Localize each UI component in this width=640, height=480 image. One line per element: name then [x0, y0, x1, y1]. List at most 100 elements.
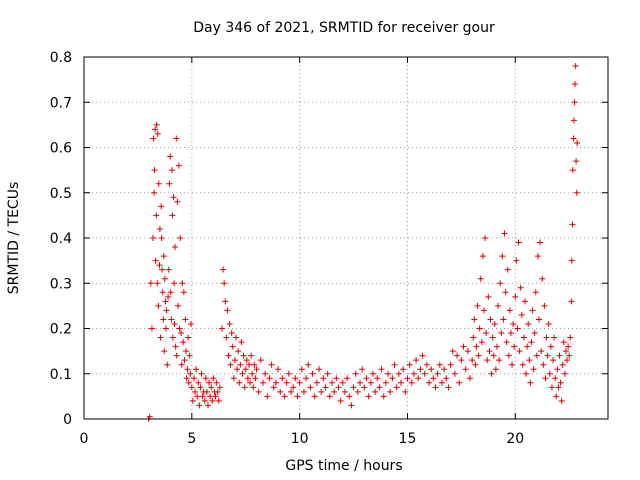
- data-point: [413, 357, 420, 364]
- data-point: [462, 366, 469, 373]
- data-point: [520, 334, 527, 341]
- data-point: [406, 361, 413, 368]
- data-point: [533, 352, 540, 359]
- data-point: [487, 316, 494, 323]
- data-point: [504, 266, 511, 273]
- data-point: [163, 307, 170, 314]
- data-point: [309, 370, 316, 377]
- data-point: [560, 339, 567, 346]
- data-point: [248, 352, 255, 359]
- data-point: [245, 361, 252, 368]
- data-point: [419, 352, 426, 359]
- data-point: [194, 393, 201, 400]
- x-tick-label: 20: [506, 431, 524, 447]
- data-point: [215, 397, 222, 404]
- data-point: [177, 235, 184, 241]
- data-point: [251, 361, 258, 368]
- data-point: [378, 366, 385, 373]
- data-point: [397, 379, 404, 386]
- data-point: [548, 384, 555, 391]
- data-point: [511, 343, 518, 350]
- data-point: [523, 370, 530, 377]
- data-point: [361, 384, 368, 391]
- data-point: [350, 384, 357, 391]
- data-point: [150, 135, 157, 142]
- data-point: [208, 384, 215, 391]
- data-point: [171, 280, 178, 287]
- data-point: [213, 379, 220, 386]
- data-point: [175, 302, 182, 309]
- x-axis-label: GPS time / hours: [285, 458, 402, 474]
- data-point: [474, 302, 481, 309]
- data-point: [227, 361, 234, 368]
- data-point: [476, 325, 483, 332]
- data-point: [180, 339, 187, 346]
- data-point: [207, 393, 214, 400]
- data-point: [372, 388, 379, 395]
- data-point: [564, 357, 571, 364]
- data-point: [328, 379, 335, 386]
- data-point: [572, 81, 579, 88]
- data-point: [233, 334, 240, 341]
- data-point: [490, 352, 497, 359]
- data-point: [382, 379, 389, 386]
- data-point: [434, 370, 441, 377]
- data-point: [410, 370, 417, 377]
- data-point: [466, 375, 473, 382]
- data-point: [436, 361, 443, 368]
- data-point: [337, 397, 344, 404]
- data-point: [547, 343, 554, 350]
- data-point: [174, 198, 181, 205]
- data-point: [557, 379, 564, 386]
- data-point: [201, 397, 208, 404]
- data-point: [544, 352, 551, 359]
- y-tick-label: 0.8: [50, 50, 72, 66]
- data-point: [320, 375, 327, 382]
- data-point: [492, 366, 499, 373]
- data-point: [339, 379, 346, 386]
- data-point: [541, 302, 548, 309]
- data-point: [387, 388, 394, 395]
- data-point: [526, 357, 533, 364]
- data-point: [354, 388, 361, 395]
- data-point: [228, 330, 235, 337]
- data-point: [188, 384, 195, 391]
- data-point: [445, 384, 452, 391]
- data-point: [478, 339, 485, 346]
- data-point: [202, 375, 209, 382]
- data-point: [348, 402, 355, 409]
- data-point: [266, 375, 273, 382]
- data-point: [160, 316, 167, 323]
- data-point: [369, 370, 376, 377]
- data-point: [464, 348, 471, 355]
- data-point: [402, 388, 409, 395]
- tick-labels: 0 5 10 15 20 0 0.1 0.2 0.3 0.4 0.5 0.6 0.7 0.8: [50, 50, 524, 447]
- data-point: [169, 212, 176, 219]
- data-point: [158, 203, 165, 210]
- data-point: [212, 393, 219, 400]
- data-point: [568, 257, 575, 264]
- data-point: [485, 293, 492, 300]
- data-point: [528, 339, 535, 346]
- data-point: [270, 384, 277, 391]
- data-point: [313, 379, 320, 386]
- data-point: [283, 379, 290, 386]
- data-point: [197, 384, 204, 391]
- data-point: [281, 393, 288, 400]
- data-point: [272, 379, 279, 386]
- y-tick-label: 0.3: [50, 276, 72, 292]
- data-point: [226, 320, 233, 327]
- data-point: [147, 280, 154, 287]
- data-point: [512, 293, 519, 300]
- data-point: [268, 361, 275, 368]
- data-point: [204, 402, 211, 409]
- data-point: [154, 130, 161, 137]
- data-point: [157, 334, 164, 341]
- data-point: [159, 289, 166, 296]
- data-point: [242, 366, 249, 373]
- data-point: [374, 375, 381, 382]
- x-tick-label: 5: [187, 431, 196, 447]
- data-point: [170, 194, 177, 201]
- data-point: [173, 135, 180, 142]
- data-point: [216, 384, 223, 391]
